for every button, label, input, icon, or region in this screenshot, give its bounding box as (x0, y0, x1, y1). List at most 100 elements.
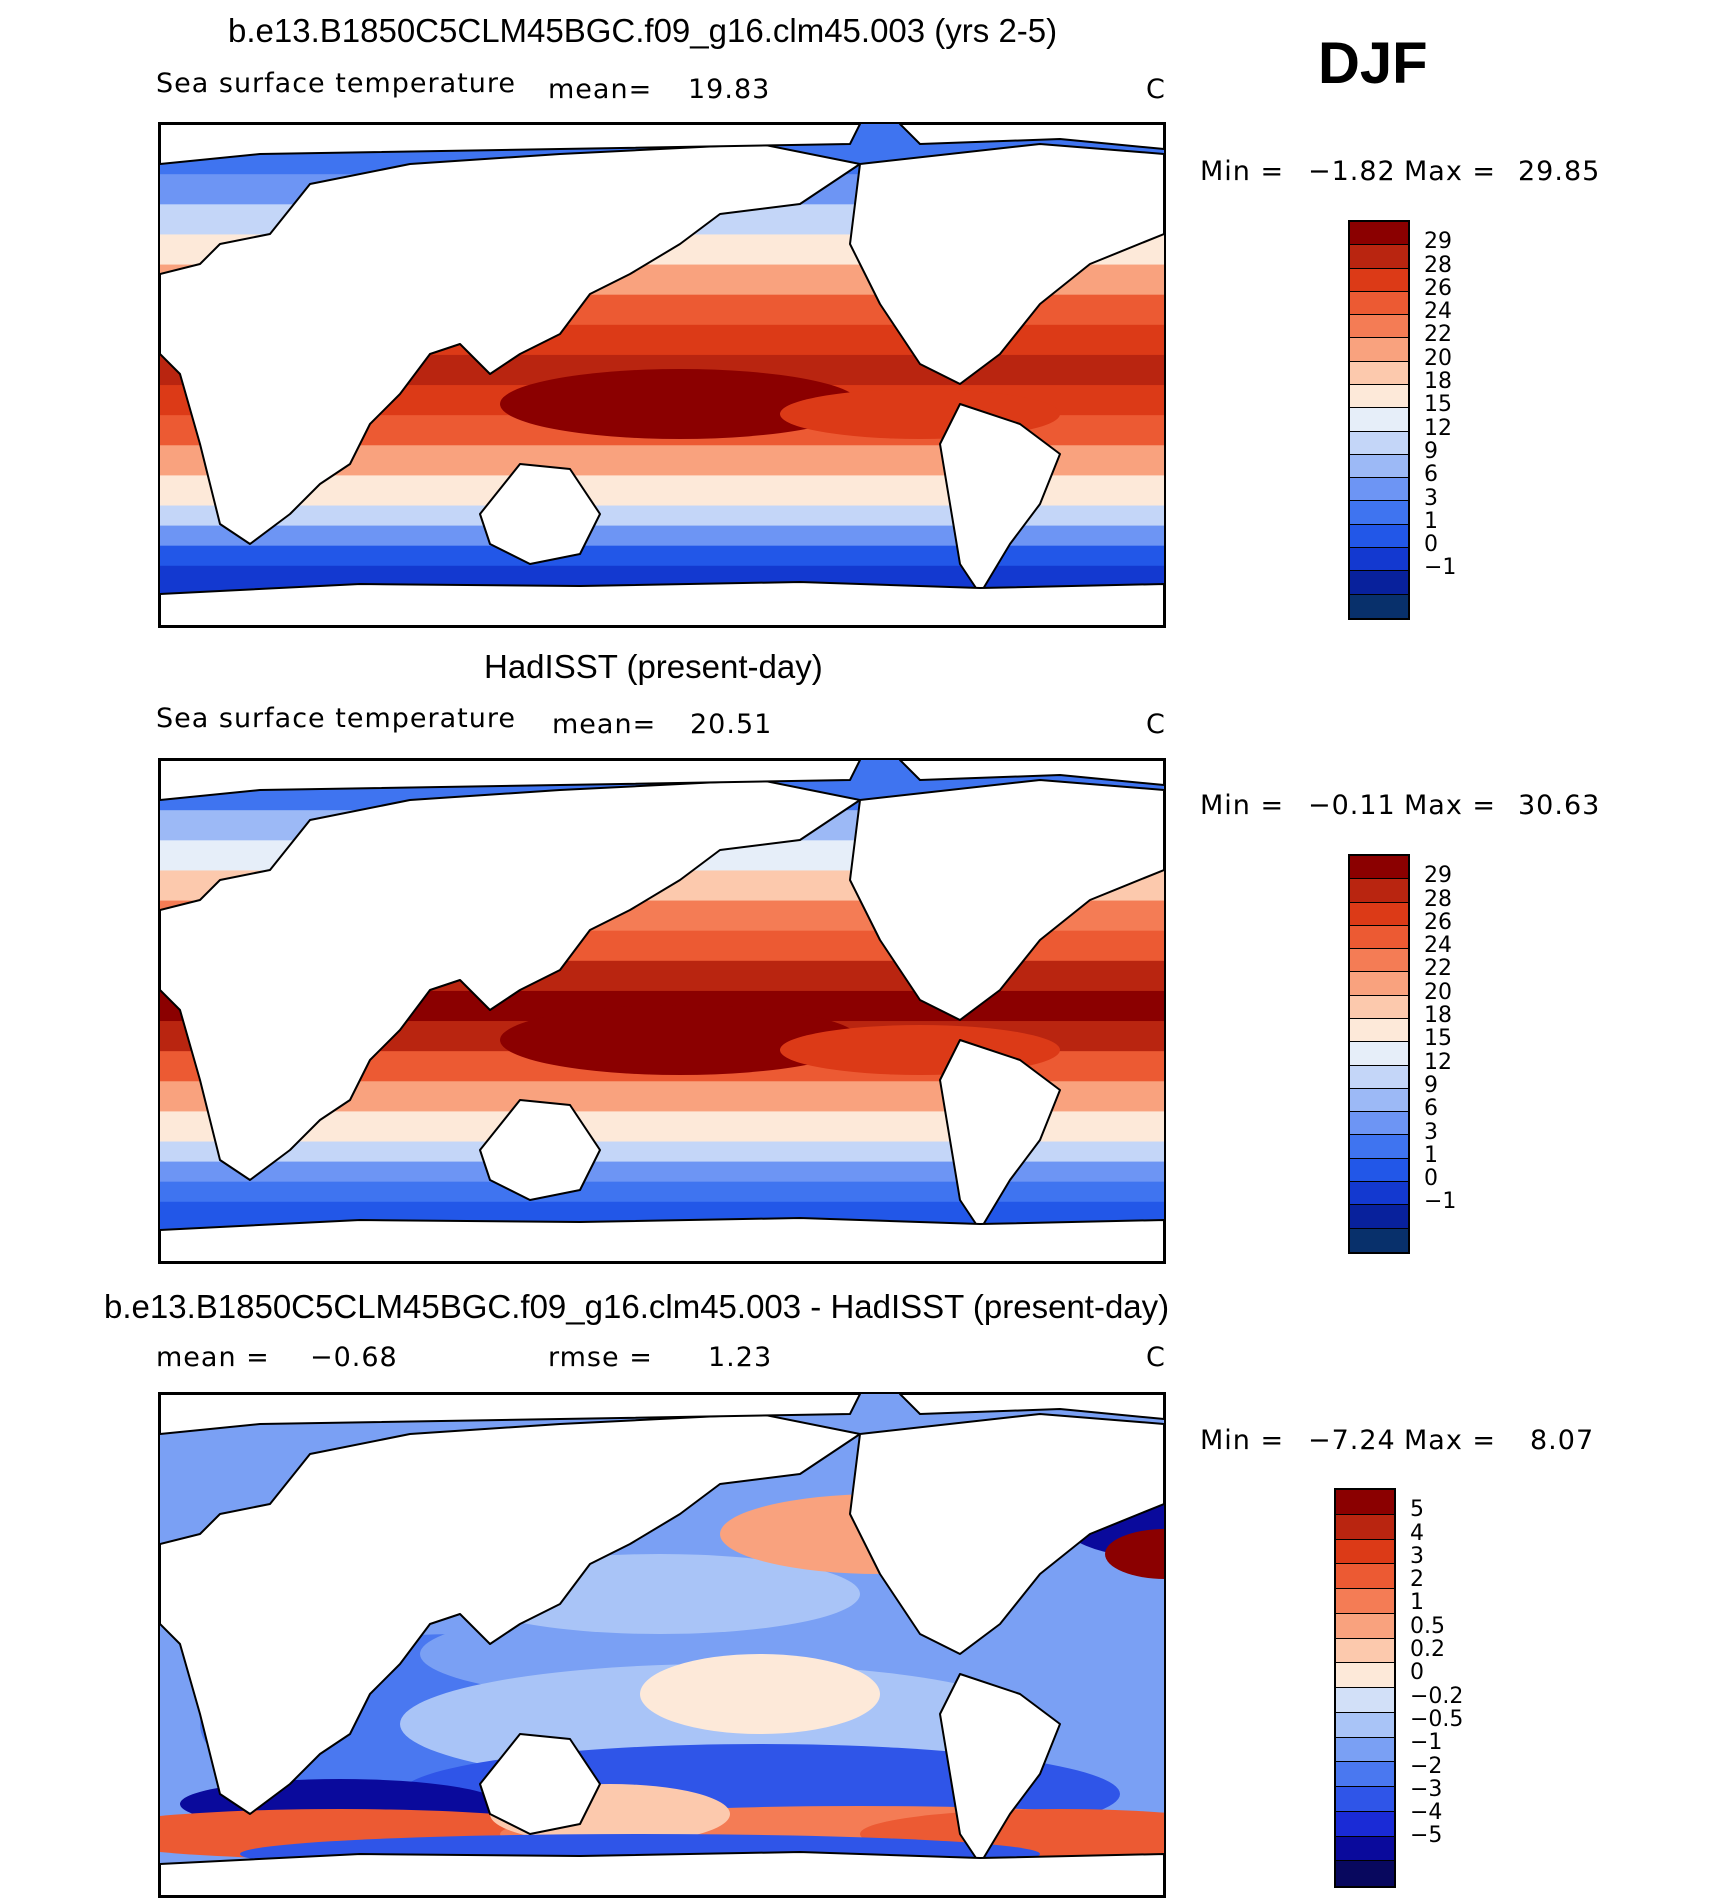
colorbar-tick-label: 24 (1424, 933, 1452, 959)
colorbar-swatch (1350, 1158, 1408, 1182)
continent-outline (160, 1217, 1164, 1262)
colorbar-tick-label: 0 (1424, 532, 1438, 558)
colorbar-tick-label: −2 (1410, 1753, 1443, 1779)
continent-outline (479, 1733, 601, 1835)
colorbar-swatch (1336, 1688, 1394, 1713)
panel2-mean-value: 20.51 (690, 709, 773, 740)
colorbar-tick-label: 24 (1424, 299, 1452, 325)
colorbar-swatch (1350, 268, 1408, 292)
colorbar-swatch (1336, 1589, 1394, 1614)
colorbar-tick-label: 28 (1424, 886, 1452, 912)
colorbar-tick-label: 29 (1424, 863, 1452, 889)
colorbar-tick-label: −1 (1410, 1730, 1443, 1756)
colorbar-tick-label: 15 (1424, 1026, 1452, 1052)
continent-outline (849, 1413, 1164, 1655)
warm-pool (500, 369, 860, 439)
colorbar-tick-label: 26 (1424, 909, 1452, 935)
colorbar-tick-label: 15 (1424, 392, 1452, 418)
colorbar-tick-label: 5 (1410, 1497, 1424, 1523)
colorbar-swatch (1350, 384, 1408, 409)
colorbar-tick-label: 20 (1424, 345, 1452, 371)
panel1-units: C (1146, 74, 1166, 105)
colorbar-tick-label: 1 (1424, 508, 1438, 534)
panel1-variable: Sea surface temperature (156, 68, 516, 99)
panel3-units: C (1146, 1342, 1166, 1373)
colorbar-swatch (1350, 594, 1408, 618)
panel3-rmse-label: rmse = (548, 1342, 653, 1373)
colorbar-swatch (1350, 1042, 1408, 1066)
panel1-colorbar (1348, 220, 1410, 620)
colorbar-swatch (1350, 245, 1408, 269)
anomaly-region (1105, 1529, 1164, 1579)
panel3-mean-value: −0.68 (310, 1342, 398, 1373)
panel2-min-label: Min = (1200, 790, 1285, 821)
colorbar-tick-label: 0.5 (1410, 1613, 1445, 1639)
panel2-map-field (160, 760, 1164, 1262)
panel1-mean-label: mean= (548, 74, 653, 105)
sst-band (160, 1161, 1164, 1183)
season-label: DJF (1318, 31, 1428, 96)
colorbar-tick-label: 18 (1424, 1003, 1452, 1029)
panel3-title: b.e13.B1850C5CLM45BGC.f09_g16.clm45.003 … (104, 1288, 1170, 1325)
colorbar-swatch (1350, 338, 1408, 362)
colorbar-swatch (1350, 571, 1408, 595)
colorbar-swatch (1350, 1065, 1408, 1089)
colorbar-swatch (1350, 902, 1408, 926)
panel3-min-label: Min = (1200, 1425, 1285, 1456)
panel1-title: b.e13.B1850C5CLM45BGC.f09_g16.clm45.003 … (228, 12, 1058, 49)
colorbar-swatch (1350, 879, 1408, 903)
continent-outline (160, 1851, 1164, 1896)
colorbar-swatch (1336, 1490, 1394, 1515)
continent-outline (160, 124, 861, 165)
colorbar-tick-label: −1 (1424, 1189, 1457, 1215)
colorbar-swatch (1350, 454, 1408, 479)
panel2-min-value: −0.11 (1308, 790, 1396, 821)
panel2-colorbar (1348, 854, 1410, 1254)
colorbar-tick-label: 9 (1424, 438, 1438, 464)
colorbar-swatch (1350, 1181, 1408, 1206)
colorbar-tick-label: −0.2 (1410, 1683, 1464, 1709)
continent-outline (939, 1673, 1061, 1865)
colorbar-tick-label: 22 (1424, 322, 1452, 348)
colorbar-swatch (1336, 1638, 1394, 1664)
anomaly-region (640, 1654, 880, 1734)
colorbar-swatch (1336, 1861, 1394, 1886)
colorbar-swatch (1350, 361, 1408, 385)
panel3-mean-label: mean = (156, 1342, 270, 1373)
colorbar-tick-label: −3 (1410, 1776, 1443, 1802)
colorbar-swatch (1336, 1514, 1394, 1540)
colorbar-swatch (1336, 1762, 1394, 1787)
colorbar-swatch (1336, 1787, 1394, 1812)
panel3-max-label: Max = (1404, 1425, 1497, 1456)
continent-outline (160, 143, 861, 545)
colorbar-tick-label: 0 (1424, 1166, 1438, 1192)
panel2-max-label: Max = (1404, 790, 1497, 821)
panel3-colorbar (1334, 1488, 1396, 1888)
colorbar-swatch (1350, 972, 1408, 996)
colorbar-swatch (1350, 949, 1408, 973)
colorbar-swatch (1350, 431, 1408, 455)
colorbar-swatch (1350, 1135, 1408, 1159)
warm-pool (500, 1005, 860, 1075)
continent-outline (849, 779, 1164, 1021)
colorbar-swatch (1350, 1018, 1408, 1043)
colorbar-swatch (1336, 1564, 1394, 1589)
panel1-map (158, 122, 1166, 628)
continent-outline (160, 1413, 861, 1815)
colorbar-tick-label: 1 (1410, 1590, 1424, 1616)
panel2-max-value: 30.63 (1518, 790, 1601, 821)
colorbar-swatch (1350, 524, 1408, 548)
sst-band (160, 1181, 1164, 1203)
colorbar-swatch (1350, 315, 1408, 339)
panel1-min-label: Min = (1200, 156, 1285, 187)
colorbar-tick-label: 3 (1424, 1119, 1438, 1145)
colorbar-tick-label: 3 (1424, 485, 1438, 511)
colorbar-swatch (1350, 1088, 1408, 1113)
panel3-max-value: 8.07 (1530, 1425, 1595, 1456)
colorbar-swatch (1350, 408, 1408, 432)
colorbar-swatch (1350, 1112, 1408, 1136)
sst-band (160, 505, 1164, 527)
panel3-rmse-value: 1.23 (708, 1342, 773, 1373)
continent-outline (479, 1099, 601, 1201)
colorbar-tick-label: −0.5 (1410, 1706, 1464, 1732)
